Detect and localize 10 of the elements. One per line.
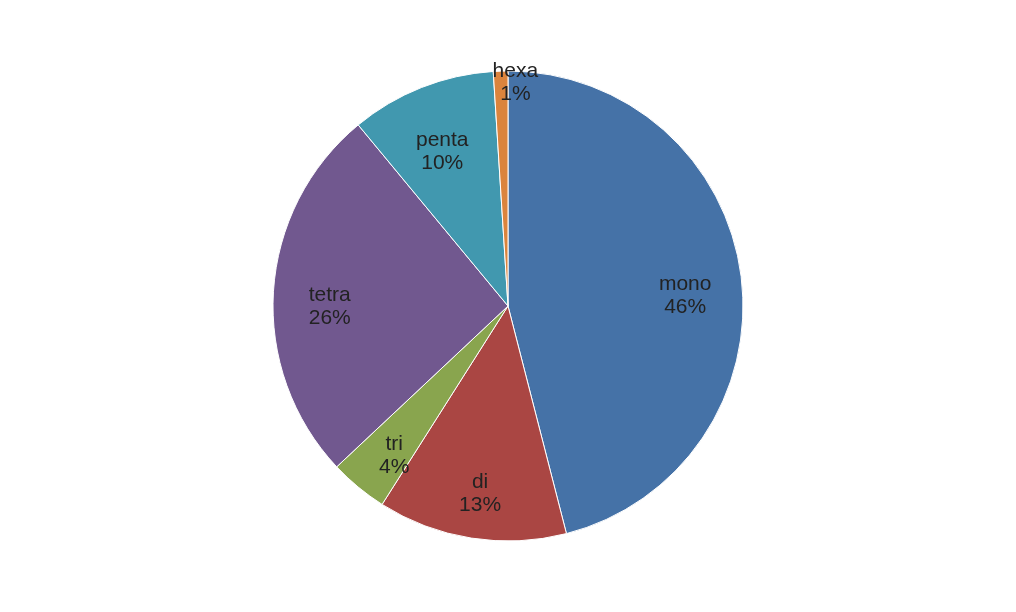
slice-label: tri	[385, 430, 403, 454]
data-label: 46%	[664, 293, 707, 317]
slice-label: di	[471, 469, 489, 493]
slice-label: tetra	[308, 281, 352, 305]
slice-label: mono	[658, 270, 712, 294]
slice-label: penta	[415, 126, 469, 150]
data-label: 4%	[378, 453, 410, 477]
data-label: 13%	[459, 492, 502, 516]
data-label: 10%	[421, 149, 464, 173]
data-label: 26%	[308, 304, 351, 328]
